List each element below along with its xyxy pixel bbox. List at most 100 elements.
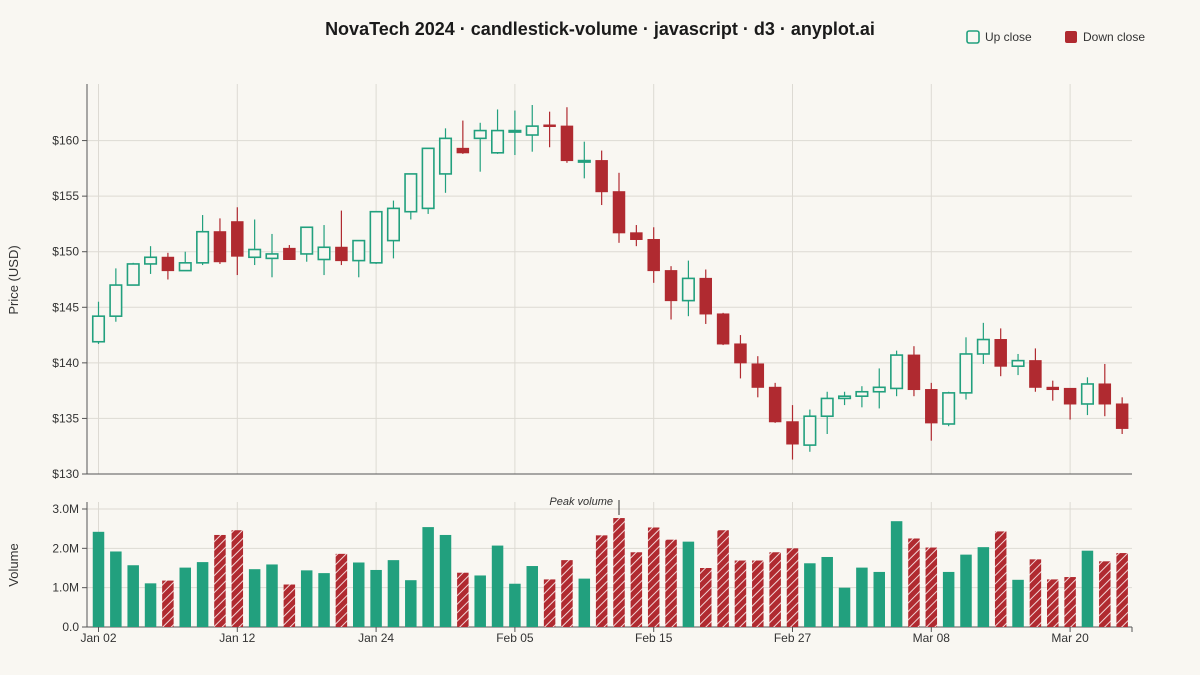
candlestick [178,251,192,272]
candle-body-up [577,159,591,163]
candlestick [438,128,453,193]
candle-body-up [369,210,383,264]
candle-body-up [404,173,418,213]
chart-title: NovaTech 2024 · candlestick-volume · jav… [325,19,875,39]
volume-bar-down [231,530,244,627]
volume-bar-up [144,583,157,627]
candlestick [196,215,210,266]
candlestick [786,405,799,460]
candlestick [577,141,591,179]
volume-bar-down [786,548,799,627]
candle-body-up [300,226,314,255]
volume-bar-down [734,560,747,627]
candle-body-up [144,256,158,265]
candle-body-up [855,390,869,397]
price-tick-label: $135 [52,411,79,425]
volume-bar-up [1081,550,1094,627]
candlestick [681,260,695,317]
x-tick-label: Feb 05 [496,631,534,645]
x-tick-label: Jan 12 [219,631,255,645]
candlestick [231,207,244,276]
volume-bar-down [908,538,920,627]
candlestick [317,225,331,276]
candle-body-up [959,353,973,394]
candlestick [942,391,956,427]
candlestick [1046,380,1059,401]
volume-layer [92,518,1128,627]
candle-body-up [196,230,210,264]
candlestick [144,246,158,274]
x-tick-label: Jan 02 [80,631,116,645]
candle-body-down [907,354,921,391]
volume-bar-up [942,571,955,627]
volume-bar-down [769,552,781,627]
candlestick [1098,363,1112,417]
x-tick-label: Mar 20 [1051,631,1089,645]
candle-body-up [421,147,435,210]
candlestick [907,346,921,397]
volume-bar-up [248,569,261,627]
volume-bar-down [162,580,174,627]
candle-body-down [335,246,348,262]
volume-bar-up [439,534,452,627]
candlestick [837,391,852,406]
candlestick [213,218,227,264]
candle-body-up [681,277,695,302]
volume-bar-up [578,578,591,627]
volume-bar-down [283,584,296,627]
volume-bar-up [977,547,990,627]
volume-bar-up [266,564,278,627]
volume-bar-down [613,518,625,627]
candle-body-down [994,339,1007,367]
candlestick [595,150,608,206]
candle-body-down [734,343,747,364]
candle-body-up [109,284,123,317]
volume-bar-up [491,545,504,627]
volume-bar-up [1012,579,1024,627]
volume-bar-up [92,531,105,627]
candlestick [369,210,383,264]
legend-down-label: Down close [1083,30,1145,44]
volume-bar-up [890,521,903,627]
candlestick [283,245,296,260]
candlestick [386,200,401,259]
candlestick [768,382,782,423]
candlestick [734,335,747,379]
price-tick-label: $150 [52,245,79,259]
price-tick-label: $155 [52,189,79,203]
candlestick [265,233,279,278]
candle-body-down [925,389,938,424]
candle-body-down [560,125,574,162]
candle-body-up [91,315,106,343]
volume-tick-label: 0.0 [62,620,79,634]
candlestick [1029,348,1042,392]
legend: Up close Down close [966,30,1145,44]
candlestick [630,225,643,247]
candlestick [647,227,660,283]
x-tick-label: Feb 27 [774,631,812,645]
volume-bar-down [543,579,556,627]
price-tick-label: $160 [52,134,79,148]
candle-body-up [1080,383,1094,405]
candlestick [612,172,626,243]
volume-bar-down [457,572,469,627]
candlestick [109,268,123,322]
peak-volume-annotation: Peak volume [549,496,613,508]
candle-body-down [1029,360,1042,388]
candle-body-up [803,415,817,446]
candlestick [126,262,140,286]
candle-body-down [630,232,643,240]
candlestick [716,312,730,346]
volume-bar-down [994,531,1007,627]
candlestick [803,409,817,452]
volume-bar-up [960,554,972,627]
candlestick [335,210,348,266]
volume-tick-label: 3.0M [52,502,79,516]
candle-body-down [283,247,296,260]
volume-bar-down [647,527,660,627]
candlestick [1011,353,1025,376]
axis-layer: Jan 02 Jan 12 Jan 24 Feb 05 Feb 15 Feb 27 Mar … [52,84,1133,645]
candle-body-down [1098,383,1112,405]
candlestick [248,219,262,266]
